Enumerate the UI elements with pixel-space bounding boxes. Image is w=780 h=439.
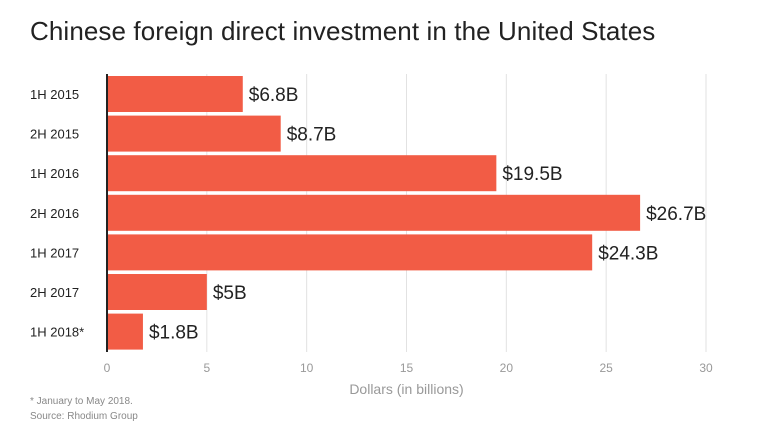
x-tick-label: 0 [104, 361, 111, 375]
data-label: $6.8B [249, 85, 299, 106]
bar [107, 76, 243, 112]
x-tick-label: 15 [400, 361, 414, 375]
category-label: 1H 2015 [30, 87, 79, 102]
bar [107, 234, 593, 271]
source-note: Source: Rhodium Group [30, 411, 138, 422]
category-label: 2H 2016 [30, 206, 79, 221]
bar [107, 155, 497, 192]
data-label: $8.7B [287, 125, 337, 146]
x-axis-title: Dollars (in billions) [349, 381, 463, 397]
x-tick-labels: 0 5 10 15 20 25 30 [104, 361, 713, 375]
bar [107, 194, 641, 231]
footnote: * January to May 2018. [30, 396, 133, 407]
category-label: 1H 2016 [30, 166, 79, 181]
data-label: $1.8B [149, 323, 199, 344]
x-tick-label: 10 [300, 361, 314, 375]
category-labels: 1H 2015 2H 2015 1H 2016 2H 2016 1H 2017 2H 20… [30, 87, 84, 340]
category-label: 1H 2018* [30, 325, 84, 340]
category-label: 2H 2015 [30, 127, 79, 142]
data-labels: $6.8B $8.7B $19.5B $26.7B $24.3B $5B $1.8B [149, 85, 706, 344]
bar [107, 313, 143, 350]
data-label: $24.3B [598, 243, 658, 264]
bars [107, 76, 641, 350]
x-tick-label: 30 [699, 361, 713, 375]
x-tick-label: 20 [500, 361, 514, 375]
data-label: $5B [213, 283, 247, 304]
x-tick-label: 5 [203, 361, 210, 375]
category-label: 2H 2017 [30, 285, 79, 300]
data-label: $26.7B [646, 204, 706, 225]
chart-title: Chinese foreign direct investment in the… [30, 16, 656, 46]
data-label: $19.5B [502, 164, 562, 185]
category-label: 1H 2017 [30, 245, 79, 260]
bar [107, 274, 207, 310]
x-tick-label: 25 [599, 361, 613, 375]
bar [107, 115, 281, 152]
